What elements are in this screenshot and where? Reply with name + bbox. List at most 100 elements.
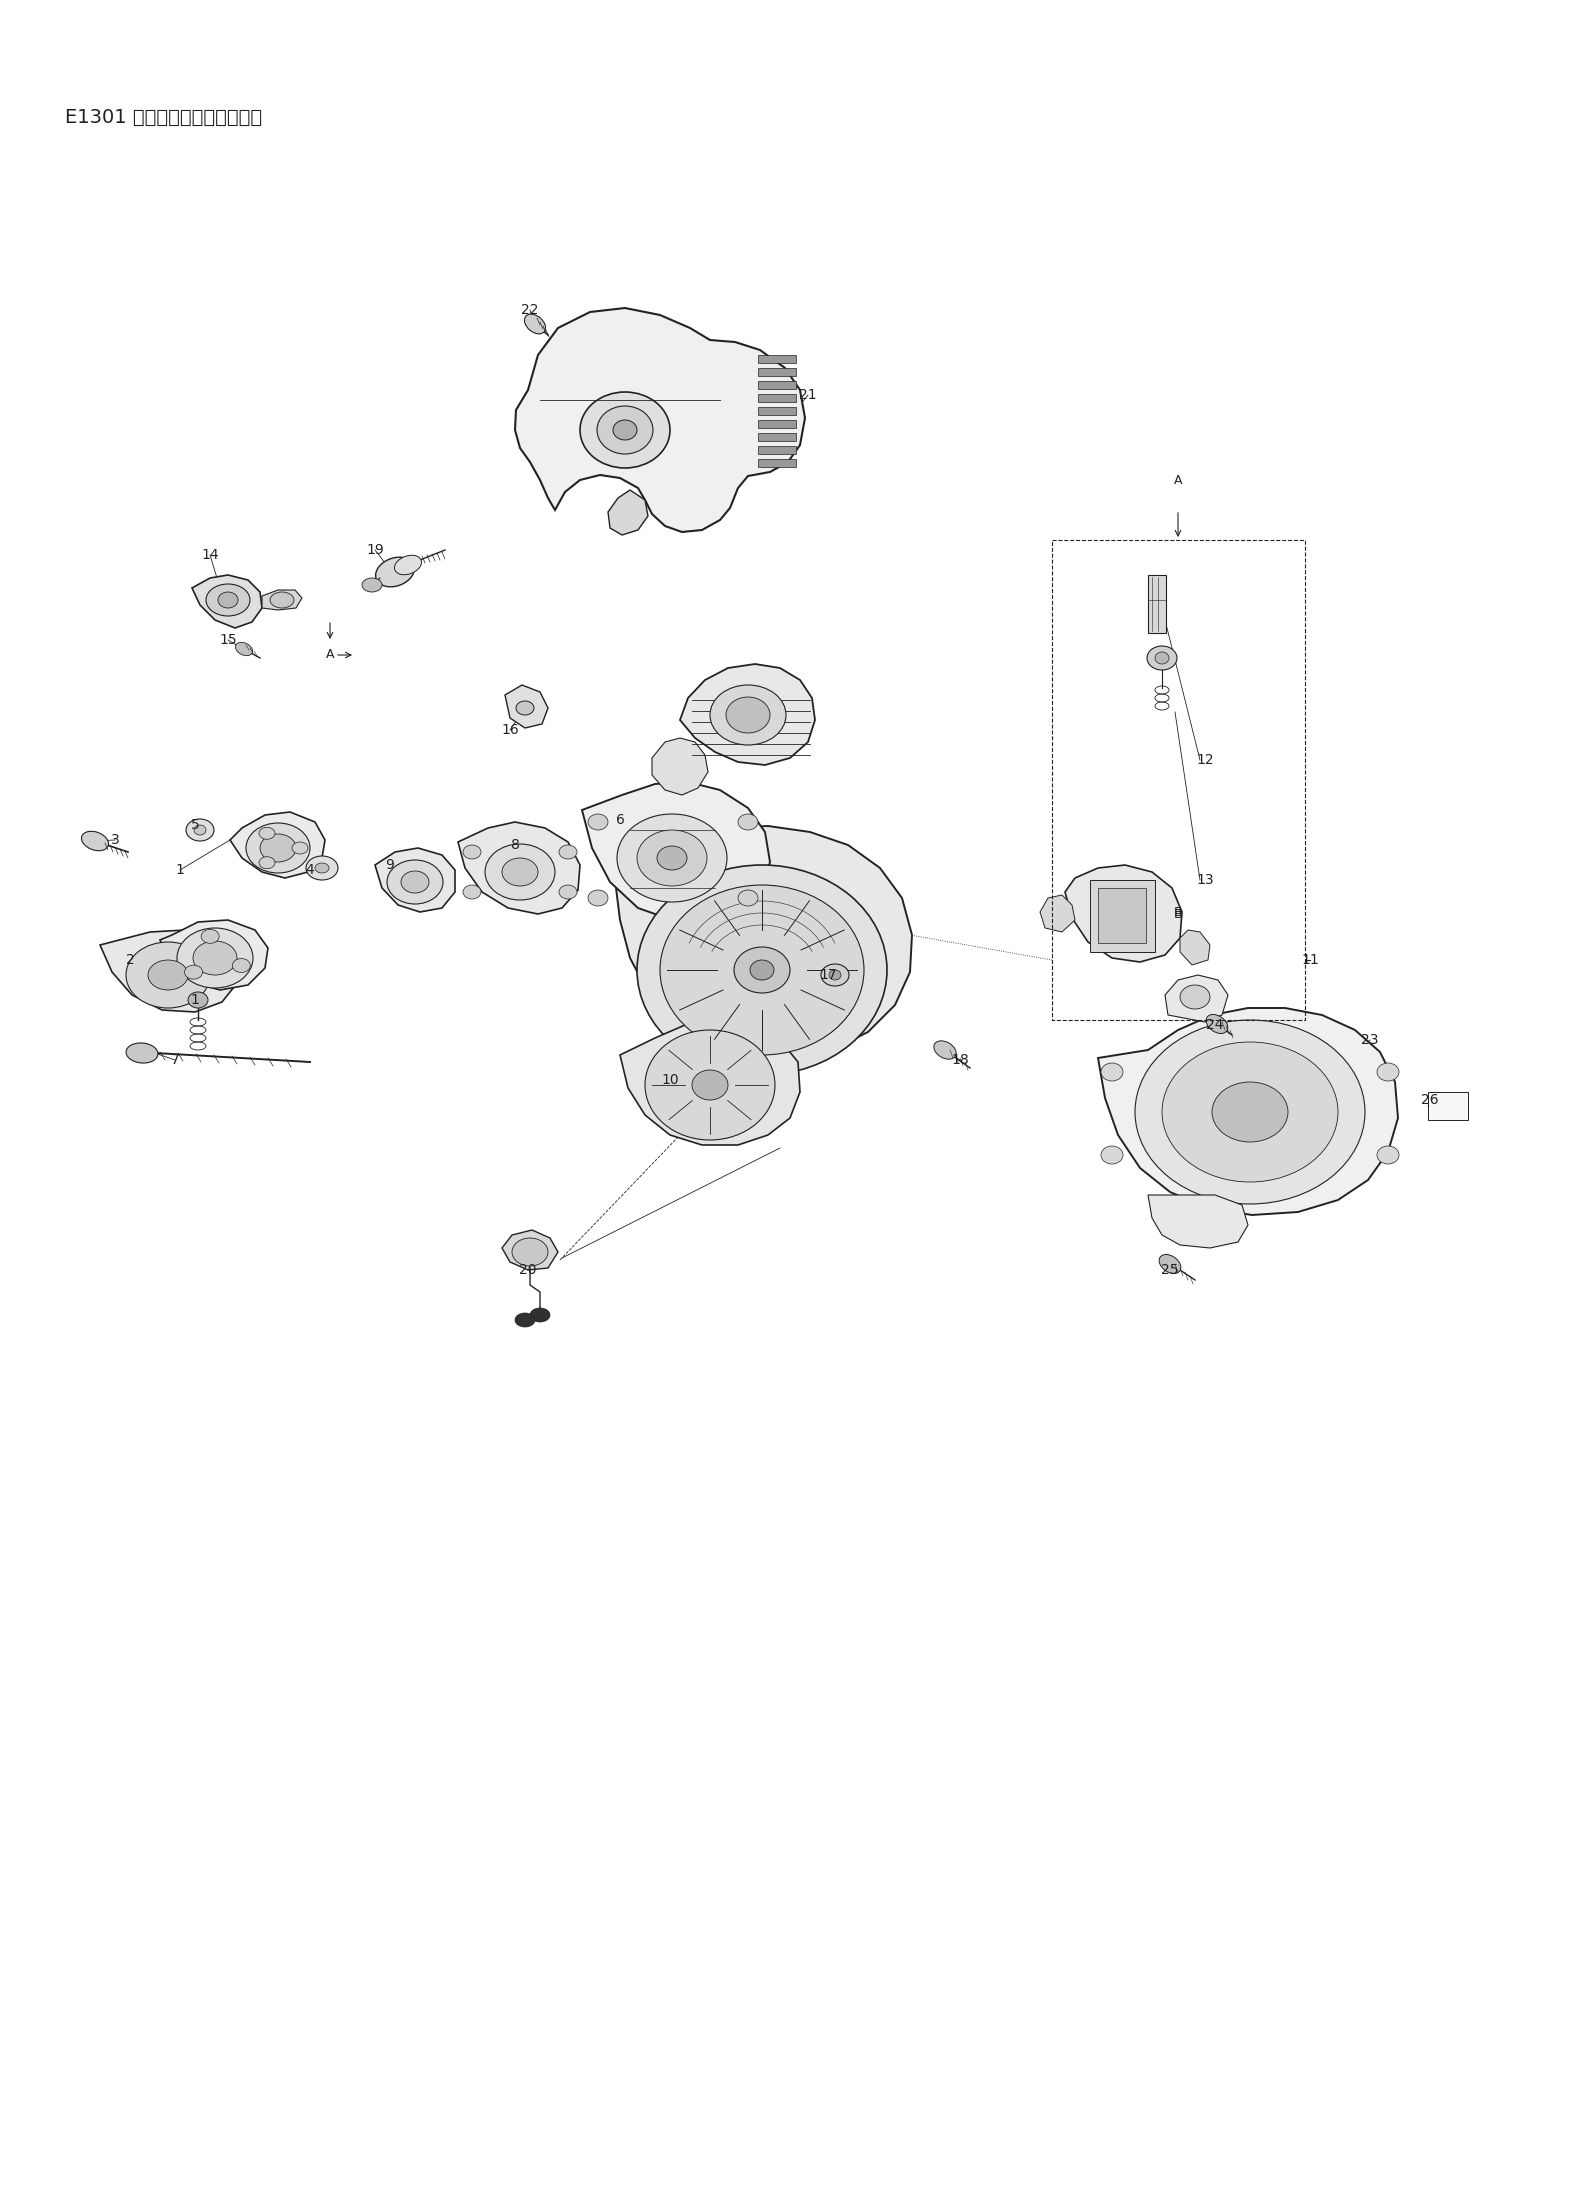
- Polygon shape: [261, 589, 302, 611]
- Polygon shape: [620, 1019, 800, 1145]
- Text: 23: 23: [1362, 1032, 1379, 1048]
- Ellipse shape: [395, 556, 422, 576]
- Bar: [759, 446, 796, 454]
- Polygon shape: [582, 781, 770, 922]
- Polygon shape: [615, 825, 911, 1059]
- Text: 1: 1: [190, 993, 200, 1006]
- Ellipse shape: [933, 1041, 955, 1059]
- Ellipse shape: [260, 827, 275, 838]
- Text: 3: 3: [110, 834, 120, 847]
- Ellipse shape: [502, 858, 538, 887]
- Text: B: B: [1174, 909, 1182, 922]
- Ellipse shape: [660, 885, 864, 1054]
- Text: 10: 10: [661, 1072, 678, 1088]
- Text: 13: 13: [1196, 874, 1214, 887]
- Ellipse shape: [515, 1313, 535, 1328]
- Text: 14: 14: [201, 547, 219, 563]
- Ellipse shape: [463, 845, 482, 858]
- Ellipse shape: [201, 929, 219, 944]
- Ellipse shape: [656, 845, 686, 869]
- Ellipse shape: [530, 1308, 549, 1321]
- Text: 8: 8: [510, 838, 519, 852]
- Ellipse shape: [82, 832, 109, 852]
- Text: E1301 クラッチ・電装・カバー: E1301 クラッチ・電装・カバー: [65, 108, 263, 128]
- Bar: [759, 419, 796, 428]
- Ellipse shape: [233, 960, 250, 973]
- Ellipse shape: [219, 591, 238, 609]
- Text: 15: 15: [219, 633, 236, 646]
- Text: 17: 17: [818, 968, 837, 982]
- Polygon shape: [680, 664, 815, 765]
- Text: 19: 19: [367, 543, 384, 556]
- Ellipse shape: [401, 871, 430, 893]
- Ellipse shape: [126, 1043, 157, 1063]
- Ellipse shape: [236, 642, 252, 655]
- Ellipse shape: [1206, 1015, 1228, 1032]
- Bar: [759, 395, 796, 401]
- Bar: [759, 368, 796, 375]
- Ellipse shape: [1155, 653, 1169, 664]
- Text: 5: 5: [190, 818, 200, 832]
- Polygon shape: [1066, 865, 1182, 962]
- Ellipse shape: [387, 860, 442, 904]
- Ellipse shape: [589, 889, 608, 907]
- Bar: [759, 459, 796, 468]
- Ellipse shape: [186, 818, 214, 840]
- Ellipse shape: [1180, 986, 1210, 1008]
- Ellipse shape: [126, 942, 209, 1008]
- Ellipse shape: [738, 889, 759, 907]
- Ellipse shape: [822, 964, 848, 986]
- Ellipse shape: [362, 578, 382, 591]
- Bar: [759, 406, 796, 415]
- Text: 26: 26: [1421, 1092, 1439, 1107]
- Ellipse shape: [463, 885, 482, 900]
- Bar: [1051, 540, 1305, 1019]
- Polygon shape: [458, 823, 579, 913]
- Ellipse shape: [194, 825, 206, 836]
- Ellipse shape: [1377, 1145, 1399, 1165]
- Polygon shape: [1165, 975, 1228, 1021]
- Text: A: A: [326, 649, 334, 662]
- Ellipse shape: [246, 823, 310, 874]
- Ellipse shape: [524, 313, 546, 333]
- Ellipse shape: [260, 834, 296, 863]
- Ellipse shape: [485, 845, 556, 900]
- Text: 22: 22: [521, 302, 538, 318]
- Ellipse shape: [194, 942, 238, 975]
- Bar: [1099, 889, 1146, 942]
- Ellipse shape: [315, 863, 329, 874]
- Ellipse shape: [637, 865, 888, 1074]
- Polygon shape: [652, 739, 708, 794]
- Ellipse shape: [187, 993, 208, 1008]
- Polygon shape: [101, 931, 238, 1013]
- Text: 2: 2: [126, 953, 134, 966]
- Polygon shape: [230, 812, 324, 878]
- Text: 21: 21: [800, 388, 817, 401]
- Bar: [1147, 576, 1166, 633]
- Ellipse shape: [305, 856, 338, 880]
- Text: 18: 18: [951, 1052, 970, 1068]
- Ellipse shape: [293, 843, 309, 854]
- Polygon shape: [161, 920, 268, 990]
- Text: 11: 11: [1302, 953, 1319, 966]
- Text: 16: 16: [501, 724, 519, 737]
- Ellipse shape: [516, 702, 534, 715]
- Text: A: A: [1174, 474, 1182, 488]
- Text: 1: 1: [176, 863, 184, 878]
- Polygon shape: [1099, 1008, 1398, 1216]
- Text: 12: 12: [1196, 752, 1214, 768]
- Polygon shape: [505, 686, 548, 728]
- Text: 6: 6: [615, 814, 625, 827]
- Bar: [759, 432, 796, 441]
- Ellipse shape: [645, 1030, 774, 1141]
- Ellipse shape: [260, 856, 275, 869]
- Polygon shape: [1147, 1196, 1248, 1249]
- Ellipse shape: [829, 971, 841, 979]
- Ellipse shape: [1147, 646, 1177, 671]
- Ellipse shape: [376, 558, 414, 587]
- Ellipse shape: [579, 393, 671, 468]
- Polygon shape: [192, 576, 261, 629]
- Polygon shape: [1180, 931, 1210, 964]
- Ellipse shape: [559, 845, 578, 858]
- Ellipse shape: [1135, 1019, 1365, 1204]
